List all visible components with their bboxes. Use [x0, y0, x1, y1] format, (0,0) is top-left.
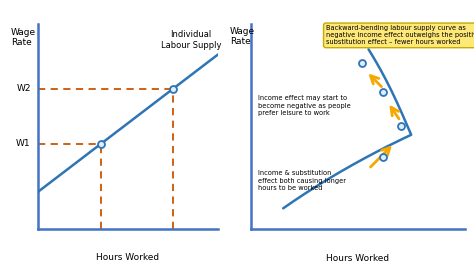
Text: Individual
Labour Supply: Individual Labour Supply [161, 31, 221, 50]
Text: Hours Worked: Hours Worked [96, 254, 160, 262]
Text: Backward-bending labour supply curve as
negative income effect outweighs the pos: Backward-bending labour supply curve as … [326, 26, 474, 45]
Text: Hours Worked: Hours Worked [326, 255, 390, 263]
Text: Income & substitution
effect both causing longer
hours to be worked: Income & substitution effect both causin… [257, 170, 346, 191]
Text: Wage
Rate: Wage Rate [230, 27, 255, 47]
Text: Income effect may start to
become negative as people
prefer leisure to work: Income effect may start to become negati… [257, 95, 350, 116]
Text: W2: W2 [16, 84, 31, 93]
Text: Wage
Rate: Wage Rate [11, 28, 36, 47]
Text: W1: W1 [16, 139, 31, 148]
